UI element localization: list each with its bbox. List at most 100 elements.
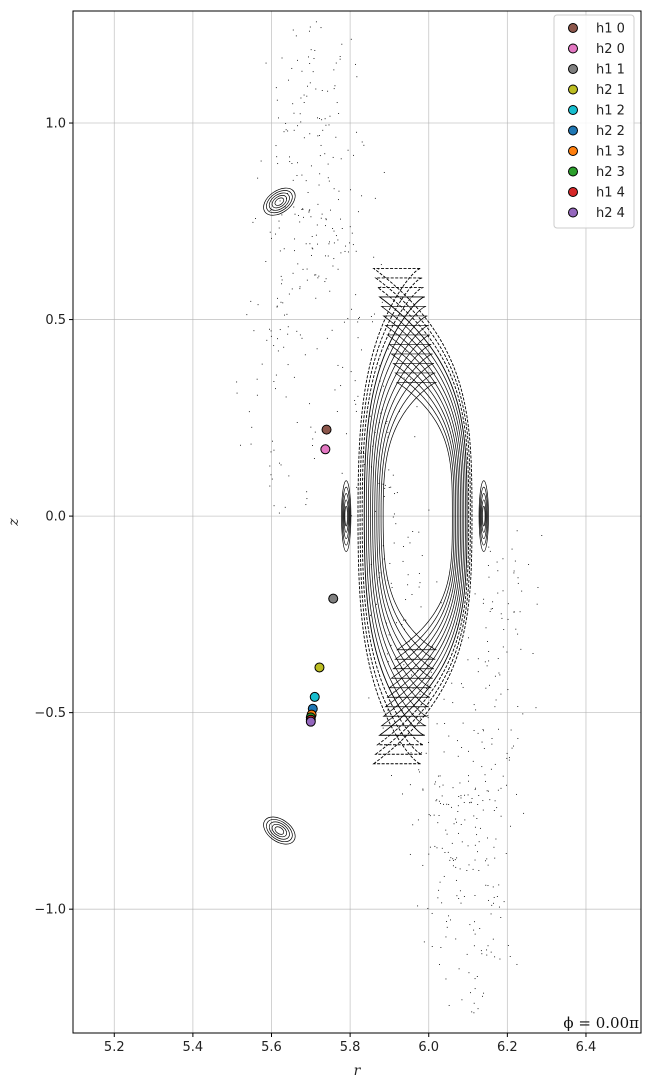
chaotic-point	[257, 304, 259, 306]
chaotic-point	[330, 209, 331, 211]
chaotic-point	[528, 564, 530, 565]
chaotic-point	[335, 136, 337, 138]
chaotic-point	[508, 759, 510, 761]
flux-surface	[363, 296, 468, 736]
chaotic-point	[417, 670, 418, 672]
legend-label: h2 1	[596, 83, 625, 98]
chaotic-point	[477, 732, 479, 734]
chaotic-point	[309, 63, 311, 64]
chaotic-point	[468, 637, 469, 639]
chaotic-point	[355, 410, 357, 412]
chaotic-point	[479, 827, 481, 829]
chaotic-point	[487, 945, 489, 947]
legend-marker	[568, 84, 578, 95]
chaotic-point	[468, 780, 469, 782]
chaotic-point	[294, 213, 296, 215]
chaotic-point	[506, 784, 507, 786]
chaotic-point	[502, 775, 504, 777]
chaotic-point	[474, 933, 476, 935]
chaotic-point	[474, 978, 476, 980]
magnetic-island	[271, 195, 287, 209]
chaotic-point	[363, 453, 365, 455]
chaotic-point	[482, 809, 484, 811]
tick-layer: 5.2 5.4 5.6 5.8 6.0 6.2 6.4 −1.0 −0.5 0.0 0.5 1.0	[34, 117, 596, 1055]
chaotic-point	[380, 264, 382, 266]
chaotic-point	[460, 824, 462, 825]
chaotic-point	[350, 38, 352, 40]
chaotic-point	[301, 208, 303, 210]
chaotic-point	[487, 565, 489, 566]
chaotic-point	[279, 462, 280, 464]
chaotic-point	[381, 301, 383, 303]
chaotic-point	[271, 237, 272, 239]
chaotic-point	[329, 241, 330, 243]
chaotic-point	[273, 449, 275, 451]
chaotic-point	[476, 976, 478, 977]
chaotic-point	[275, 374, 277, 376]
chaotic-point	[467, 845, 469, 847]
chaotic-point	[342, 366, 344, 368]
chaotic-point	[370, 614, 372, 616]
legend-marker	[568, 105, 578, 115]
chaotic-point	[361, 141, 363, 143]
chaotic-point	[437, 822, 439, 824]
chaotic-point	[469, 802, 471, 804]
chaotic-point	[374, 197, 376, 199]
chaotic-point	[311, 236, 313, 237]
flux-surface	[374, 344, 460, 689]
legend-label: h1 2	[596, 104, 625, 119]
chaotic-point	[357, 337, 359, 339]
chaotic-point	[296, 421, 298, 423]
chaotic-point	[293, 112, 295, 114]
chaotic-point	[255, 218, 256, 220]
magnetic-island	[342, 493, 350, 540]
chaotic-point	[498, 906, 500, 908]
chaotic-point	[309, 26, 311, 28]
chaotic-point	[384, 484, 386, 486]
chaotic-point	[471, 798, 473, 799]
chaotic-point	[334, 85, 336, 87]
chaotic-point	[468, 775, 469, 777]
chaotic-point	[292, 179, 294, 181]
chaotic-point	[340, 252, 342, 254]
chaotic-point	[378, 268, 380, 270]
chaotic-point	[378, 422, 380, 424]
magnetic-island	[271, 823, 287, 838]
chaotic-point	[374, 510, 376, 512]
chaotic-point	[390, 486, 392, 488]
data-point	[320, 444, 331, 455]
chaotic-point	[308, 210, 310, 212]
chaotic-point	[305, 180, 307, 182]
chaotic-point	[325, 124, 327, 126]
chaotic-point	[474, 988, 476, 990]
chaotic-point	[411, 674, 412, 676]
chaotic-point	[421, 752, 423, 754]
chaotic-point	[287, 364, 289, 366]
chaotic-point	[333, 242, 335, 244]
chaotic-point	[452, 865, 454, 867]
chaotic-point	[513, 572, 515, 574]
chaotic-point	[276, 305, 278, 307]
chaotic-point	[536, 603, 538, 605]
chaotic-point	[325, 278, 327, 280]
chaotic-point	[291, 163, 293, 164]
chaotic-point	[308, 30, 310, 32]
chaotic-point	[510, 729, 512, 731]
chaotic-point	[507, 618, 509, 620]
chaotic-point	[285, 122, 287, 124]
chaotic-point	[409, 784, 411, 786]
chaotic-point	[437, 775, 439, 777]
chaotic-point	[481, 741, 483, 743]
chaotic-point	[288, 79, 290, 81]
chaotic-point	[467, 794, 469, 796]
legend-marker	[568, 166, 578, 177]
legend-marker	[568, 125, 578, 136]
chaotic-point	[256, 394, 258, 396]
chaotic-point	[382, 483, 384, 485]
chaotic-point	[314, 274, 316, 276]
chaotic-point	[256, 378, 258, 380]
chaotic-point	[373, 256, 375, 258]
chaotic-point	[373, 313, 375, 315]
chaotic-point	[304, 354, 306, 356]
chaotic-point	[311, 254, 312, 256]
